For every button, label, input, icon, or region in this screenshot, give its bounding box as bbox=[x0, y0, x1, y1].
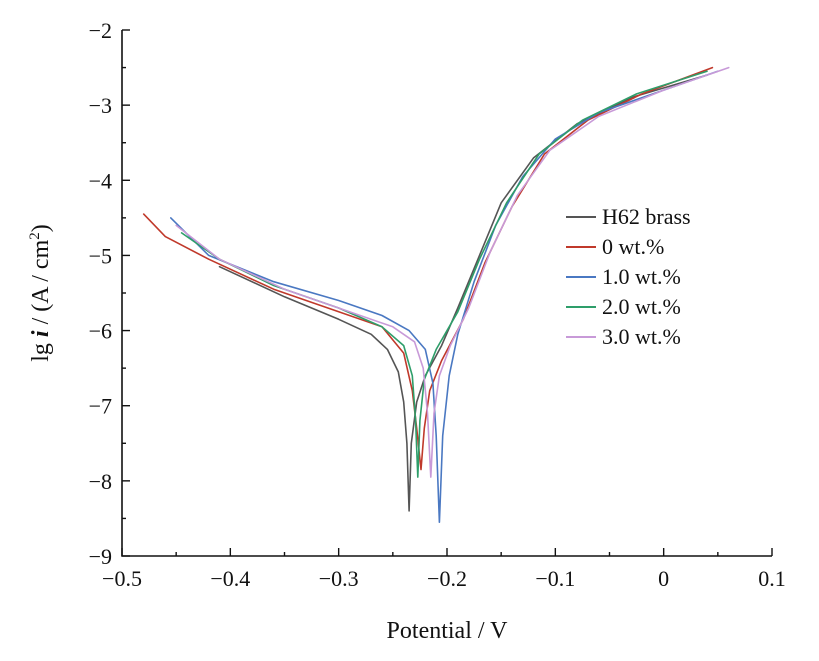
y-axis-label-prefix: lg bbox=[28, 337, 54, 362]
axes bbox=[121, 30, 772, 557]
axis-frame bbox=[121, 30, 772, 557]
legend-label: 1.0 wt.% bbox=[602, 264, 681, 289]
y-axis-label-sup: 2 bbox=[27, 232, 43, 240]
y-axis-label-suffix: ) bbox=[28, 224, 54, 232]
x-tick-label: 0 bbox=[658, 566, 669, 591]
y-tick-label: −4 bbox=[89, 168, 112, 193]
x-tick-label: −0.1 bbox=[535, 566, 575, 591]
series-line bbox=[142, 66, 714, 471]
legend: H62 brass 0 wt.% 1.0 wt.% 2.0 wt.% 3.0 wt.% bbox=[566, 204, 691, 349]
x-tick-label: 0.1 bbox=[758, 566, 786, 591]
legend-label: 3.0 wt.% bbox=[602, 324, 681, 349]
y-axis-label-middle: / (A / cm bbox=[28, 239, 54, 330]
y-tick-label: −5 bbox=[89, 243, 112, 268]
y-tick-label: −2 bbox=[89, 18, 112, 43]
series-line bbox=[218, 74, 708, 512]
y-axis-label: lg i / (A / cm2) bbox=[27, 224, 54, 362]
series-line bbox=[175, 66, 730, 478]
series-lines bbox=[142, 66, 730, 524]
legend-label: 2.0 wt.% bbox=[602, 294, 681, 319]
y-axis-label-italic: i bbox=[28, 330, 54, 337]
x-tick-label: −0.5 bbox=[102, 566, 142, 591]
legend-label: H62 brass bbox=[602, 204, 691, 229]
x-axis-label: Potential / V bbox=[387, 618, 509, 644]
y-tick-label: −9 bbox=[89, 544, 112, 569]
ticks: −0.5 −0.4 −0.3 −0.2 −0.1 0 0.1 −9 −8 −7 −6 −5 −4 −3 −2 bbox=[89, 18, 786, 591]
y-tick-label: −7 bbox=[89, 394, 112, 419]
y-tick-label: −6 bbox=[89, 319, 112, 344]
x-tick-label: −0.2 bbox=[427, 566, 467, 591]
y-tick-label: −3 bbox=[89, 93, 112, 118]
y-tick-label: −8 bbox=[89, 469, 112, 494]
legend-label: 0 wt.% bbox=[602, 234, 664, 259]
x-tick-label: −0.3 bbox=[319, 566, 359, 591]
x-tick-label: −0.4 bbox=[210, 566, 250, 591]
